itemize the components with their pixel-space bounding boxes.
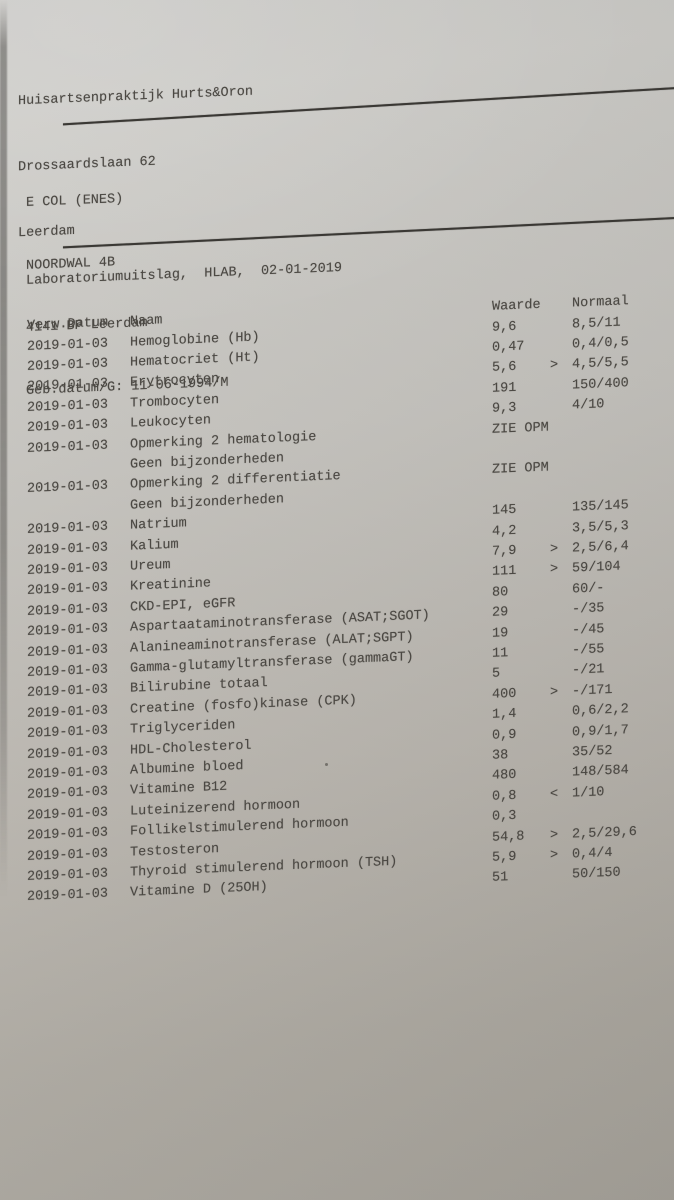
row-value: 29 — [492, 605, 509, 621]
row-normal: 1/10 — [572, 784, 605, 802]
row-normal: 2,5/6,4 — [572, 539, 629, 557]
row-value: 145 — [492, 502, 517, 519]
row-normal: 135/145 — [572, 498, 629, 516]
row-value: 11 — [492, 646, 509, 662]
row-value: 9,3 — [492, 400, 517, 417]
row-flag: > — [550, 847, 559, 864]
row-date: 2019-01-03 — [27, 886, 109, 906]
row-flag — [550, 315, 566, 316]
row-normal: -/55 — [572, 642, 605, 659]
row-value: 38 — [492, 748, 509, 764]
row-flag — [550, 336, 566, 337]
row-normal: 4,5/5,5 — [572, 355, 629, 373]
row-normal: 3,5/5,3 — [572, 518, 629, 537]
row-flag — [550, 397, 566, 398]
row-normal: 8,5/11 — [572, 315, 621, 333]
row-flag — [550, 499, 566, 500]
row-normal: 0,4/4 — [572, 845, 613, 863]
column-header-value: Waarde — [492, 297, 541, 315]
row-flag — [550, 744, 566, 745]
row-normal: 150/400 — [572, 375, 629, 394]
row-flag: > — [550, 827, 559, 843]
row-value: 9,6 — [492, 319, 517, 336]
row-value: 191 — [492, 380, 517, 397]
row-normal: 50/150 — [572, 865, 621, 883]
row-name: Vitamine D (25OH) — [130, 880, 268, 901]
row-normal: 4/10 — [572, 397, 605, 414]
row-value: 7,9 — [492, 543, 517, 560]
row-normal: 59/104 — [572, 559, 621, 577]
row-name: Natrium — [130, 516, 187, 534]
row-flag: > — [550, 541, 559, 558]
row-flag — [550, 621, 566, 622]
row-flag — [550, 438, 566, 439]
row-normal: 2,5/29,6 — [572, 824, 637, 843]
row-flag: > — [550, 562, 559, 578]
row-value: 51 — [492, 870, 509, 887]
row-normal: -/45 — [572, 621, 605, 639]
row-flag: < — [550, 786, 559, 803]
row-normal: 148/584 — [572, 763, 629, 781]
row-value: 5,6 — [492, 360, 517, 377]
row-normal: -/35 — [572, 601, 605, 618]
row-normal: 35/52 — [572, 743, 613, 761]
row-value: 54,8 — [492, 828, 525, 846]
row-flag: > — [550, 684, 559, 701]
row-flag — [550, 519, 566, 520]
row-value: 0,3 — [492, 808, 517, 825]
row-normal: 0,4/0,5 — [572, 335, 629, 353]
paper-speck — [325, 763, 328, 766]
row-value: ZIE OPM — [492, 460, 549, 479]
row-value: 0,9 — [492, 727, 517, 744]
row-value: 0,8 — [492, 788, 517, 805]
row-flag — [550, 478, 566, 479]
row-flag — [550, 805, 566, 806]
row-flag: > — [550, 358, 559, 374]
row-flag — [550, 580, 566, 581]
row-name: Kalium — [130, 537, 179, 555]
clinic-name: Huisartsenpraktijk Hurts&Oron — [18, 84, 253, 110]
row-flag — [550, 764, 566, 765]
row-value: 111 — [492, 564, 517, 581]
patient-name: E COL (ENES) — [26, 191, 124, 211]
row-value: 400 — [492, 686, 517, 703]
row-flag — [550, 642, 566, 643]
row-flag — [550, 703, 566, 704]
row-value: 1,4 — [492, 706, 517, 723]
row-normal: -/171 — [572, 682, 613, 700]
row-value: 80 — [492, 584, 509, 601]
row-normal: 60/- — [572, 580, 605, 598]
row-flag — [550, 723, 566, 724]
row-flag — [550, 662, 566, 663]
row-name: Ureum — [130, 557, 171, 575]
row-normal: 0,6/2,2 — [572, 702, 629, 720]
row-normal: -/21 — [572, 662, 605, 679]
row-value: 5,9 — [492, 849, 517, 866]
row-flag — [550, 376, 566, 377]
row-value: 480 — [492, 768, 517, 785]
row-value: 0,47 — [492, 339, 525, 356]
row-value: ZIE OPM — [492, 419, 549, 438]
row-value: 5 — [492, 666, 501, 683]
row-flag — [550, 458, 566, 459]
column-header-name: Naam — [130, 313, 163, 330]
row-value: 4,2 — [492, 523, 517, 540]
row-value: 19 — [492, 625, 509, 642]
row-flag — [550, 417, 566, 418]
row-normal: 0,9/1,7 — [572, 722, 629, 741]
column-header-normal: Normaal — [572, 294, 629, 312]
row-flag — [550, 866, 566, 867]
lab-rows: 2019-01-03 Hemoglobine (Hb) 9,6 8,5/11 2019-… — [0, 311, 674, 939]
row-flag — [550, 601, 566, 602]
